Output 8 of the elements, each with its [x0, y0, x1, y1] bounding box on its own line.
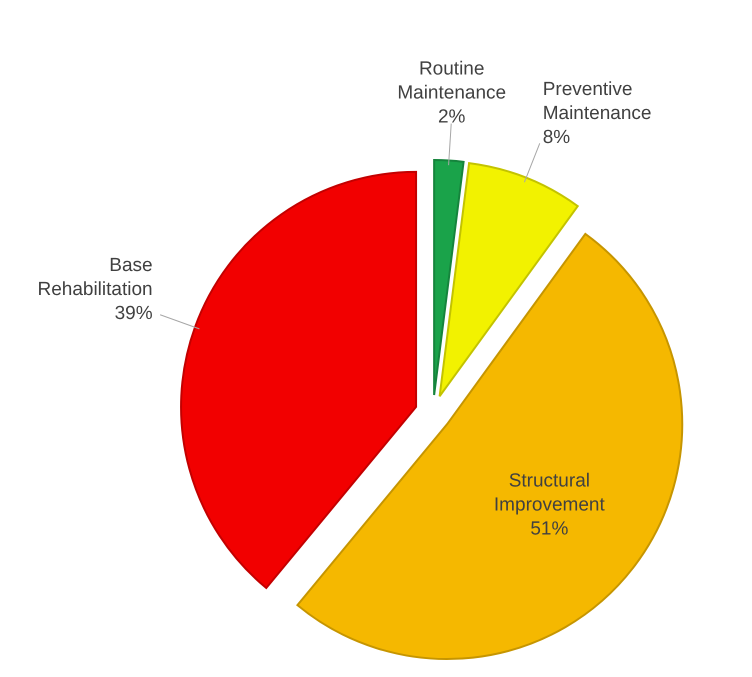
slice-label: Base Rehabilitation — [37, 255, 153, 300]
data-label: 2% — [438, 106, 466, 128]
data-label: 8% — [542, 126, 570, 148]
slice-label: Structural Improvement — [494, 470, 606, 516]
data-label: 51% — [530, 518, 568, 540]
data-label: 39% — [114, 303, 153, 324]
slice-label: Preventive Maintenance — [542, 78, 652, 124]
slice-label: Routine Maintenance — [397, 58, 506, 104]
